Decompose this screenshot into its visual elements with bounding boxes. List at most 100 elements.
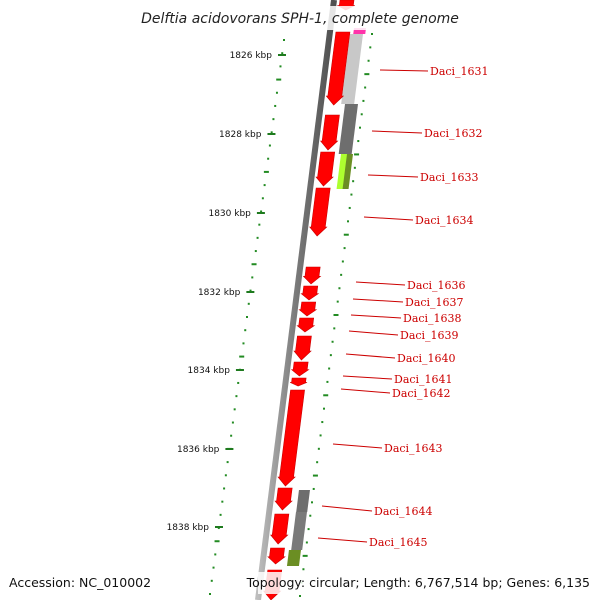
feature-bars	[286, 28, 366, 566]
gc-mark	[312, 474, 318, 477]
gc-mark	[261, 197, 264, 200]
gc-mark	[347, 220, 349, 223]
feature-bar-light	[341, 34, 363, 104]
gene-arrow[interactable]	[296, 317, 316, 333]
gc-mark	[268, 144, 271, 147]
label-leader-line	[363, 216, 414, 221]
gc-mark	[210, 579, 213, 582]
gene-arrow[interactable]	[298, 301, 318, 317]
gc-mark	[343, 233, 349, 236]
label-leader-line	[345, 353, 396, 359]
gene-label[interactable]: Daci_1631	[430, 65, 489, 78]
gene-arrow[interactable]	[302, 266, 322, 285]
gene-label[interactable]: Daci_1643	[384, 442, 443, 455]
gene-arrow[interactable]	[300, 285, 320, 301]
gene-label[interactable]: Daci_1644	[374, 505, 433, 518]
gc-mark	[323, 394, 329, 397]
gc-mark	[309, 514, 312, 517]
gc-mark	[263, 184, 266, 187]
gc-mark	[235, 395, 238, 398]
gc-mark	[317, 447, 320, 450]
gene-label[interactable]: Daci_1642	[392, 387, 451, 400]
gc-mark	[221, 500, 224, 503]
gene-arrow[interactable]	[320, 114, 340, 151]
gc-mark	[209, 593, 211, 595]
gene-arrow[interactable]	[309, 187, 331, 237]
gene-arrow[interactable]	[274, 487, 293, 511]
gene-label[interactable]: Daci_1634	[415, 214, 474, 227]
feature-bar-dark	[338, 104, 358, 154]
feature-bar-olive	[342, 154, 353, 189]
gc-mark	[353, 166, 356, 169]
gc-mark	[233, 408, 236, 411]
gene-label[interactable]: Daci_1637	[405, 296, 464, 309]
gc-mark	[343, 247, 346, 250]
gc-mark	[348, 206, 351, 209]
gene-label[interactable]: Daci_1638	[403, 312, 462, 325]
gene-label[interactable]: Daci_1640	[397, 352, 456, 365]
gene-arrow[interactable]	[325, 31, 351, 106]
gene-arrow[interactable]	[293, 335, 312, 361]
gene-label[interactable]: Daci_1641	[394, 373, 453, 386]
gene-arrow[interactable]	[289, 377, 308, 387]
gc-mark	[331, 340, 334, 343]
gc-mark	[242, 342, 245, 345]
gc-mark	[359, 126, 361, 129]
gc-mark	[217, 527, 220, 530]
gc-mark	[256, 236, 259, 239]
gc-mark	[354, 153, 360, 156]
ruler-tick-label: 1838 kbp	[167, 523, 210, 533]
gene-arrow[interactable]	[277, 389, 305, 487]
gc-mark	[258, 223, 261, 226]
gc-mark	[275, 91, 278, 94]
ruler-tick-label: 1832 kbp	[198, 288, 241, 298]
gc-mark	[214, 553, 217, 556]
gc-mark	[244, 329, 247, 332]
gene-label[interactable]: Daci_1633	[420, 171, 479, 184]
gc-mark	[333, 314, 339, 316]
label-leader-line	[371, 130, 423, 134]
feature-bar-mid	[291, 512, 307, 550]
gc-mark	[305, 541, 308, 544]
gene-label[interactable]: Daci_1645	[369, 536, 428, 549]
ruler-ticks: 1826 kbp 1828 kbp 1830 kbp 1832 kbp 1834 kbp…	[167, 51, 286, 533]
gc-mark	[214, 540, 220, 543]
gc-mark	[226, 461, 229, 464]
ruler-tick	[225, 448, 234, 450]
gene-arrow[interactable]	[290, 361, 310, 377]
map-title: Delftia acidovorans SPH-1, complete geno…	[141, 11, 459, 27]
label-leader-line	[332, 443, 383, 449]
label-leader-line	[342, 375, 393, 380]
gc-mark	[283, 39, 285, 41]
gc-mark	[323, 407, 325, 410]
gc-mark	[302, 554, 308, 557]
label-leader-line	[355, 281, 406, 286]
gene-arrow[interactable]	[315, 151, 336, 187]
gene-label[interactable]: Daci_1636	[407, 279, 466, 292]
gc-mark	[319, 434, 322, 437]
gene-label[interactable]: Daci_1639	[400, 329, 459, 342]
gc-mark	[364, 73, 370, 76]
gene-arrow[interactable]	[267, 547, 286, 565]
gc-mark	[367, 59, 370, 62]
label-leader-line	[350, 314, 402, 319]
gene-label[interactable]: Daci_1632	[424, 127, 483, 140]
gc-mark	[230, 434, 233, 437]
title-background	[140, 6, 460, 30]
gc-mark	[338, 287, 341, 290]
gc-mark	[299, 595, 301, 597]
ruler-tick	[235, 369, 244, 371]
gc-mark	[333, 327, 336, 330]
gene-labels: Daci_1631 Daci_1632 Daci_1633 Daci_1634 Daci…	[369, 65, 489, 549]
ruler-tick-label: 1828 kbp	[219, 130, 262, 140]
gc-mark	[254, 250, 257, 253]
gc-mark	[360, 113, 363, 116]
gc-mark	[223, 487, 226, 490]
label-leader-line	[321, 505, 373, 512]
gc-mark	[341, 260, 344, 263]
gc-mark	[212, 566, 215, 569]
gene-arrow[interactable]	[270, 513, 290, 545]
gc-mark	[270, 131, 273, 134]
gc-mark	[237, 381, 240, 384]
